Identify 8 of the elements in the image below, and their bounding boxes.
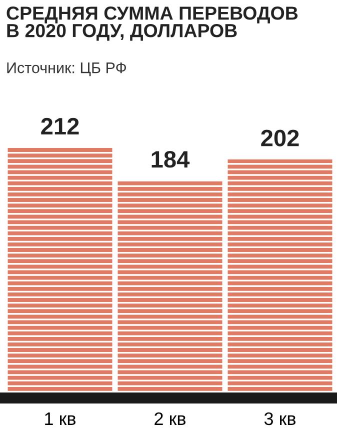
data-label: 184 xyxy=(152,150,190,168)
x-tick-label: 2 кв xyxy=(154,412,186,425)
data-label: 212 xyxy=(41,118,79,134)
data-label: 202 xyxy=(261,130,299,146)
x-tick-label: 1 кв xyxy=(45,412,76,425)
text: Источник: ЦБ РФ xyxy=(7,62,126,76)
chart-title: СРЕДНЯЯ СУММА ПЕРЕВОДОВ В 2020 ГОДУ, ДОЛЛАРОВ xyxy=(6,6,298,41)
x-tick-label: 3 кв xyxy=(264,412,296,426)
